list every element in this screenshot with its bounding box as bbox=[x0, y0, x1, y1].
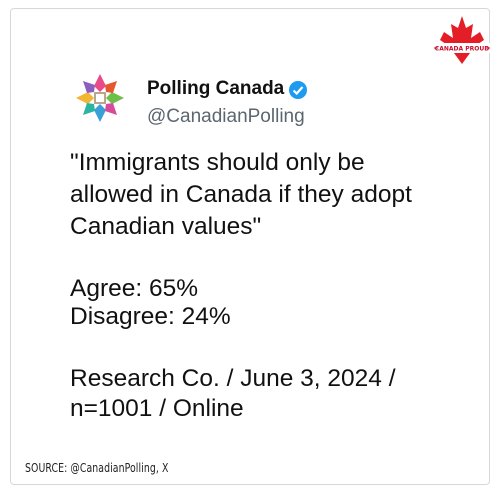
disagree-line: Disagree: 24% bbox=[70, 303, 231, 330]
banner bbox=[434, 43, 490, 53]
source-note: SOURCE: @CanadianPolling, X bbox=[25, 461, 169, 475]
maple-leaf bbox=[440, 16, 484, 44]
agree-line: Agree: 65% bbox=[70, 275, 199, 302]
avatar bbox=[76, 74, 124, 122]
maple-leaf-stem bbox=[454, 53, 470, 64]
canada-proud-logo: CANADA PROUD bbox=[434, 16, 490, 64]
author-handle[interactable]: @CanadianPolling bbox=[147, 106, 305, 127]
badge-text: CANADA PROUD bbox=[435, 46, 489, 53]
author-name[interactable]: Polling Canada bbox=[147, 78, 285, 99]
research-line: Research Co. / June 3, 2024 / n=1001 / O… bbox=[70, 365, 396, 422]
post-quote: "Immigrants should only be allowed in Ca… bbox=[70, 149, 412, 240]
verified-badge bbox=[289, 81, 307, 99]
